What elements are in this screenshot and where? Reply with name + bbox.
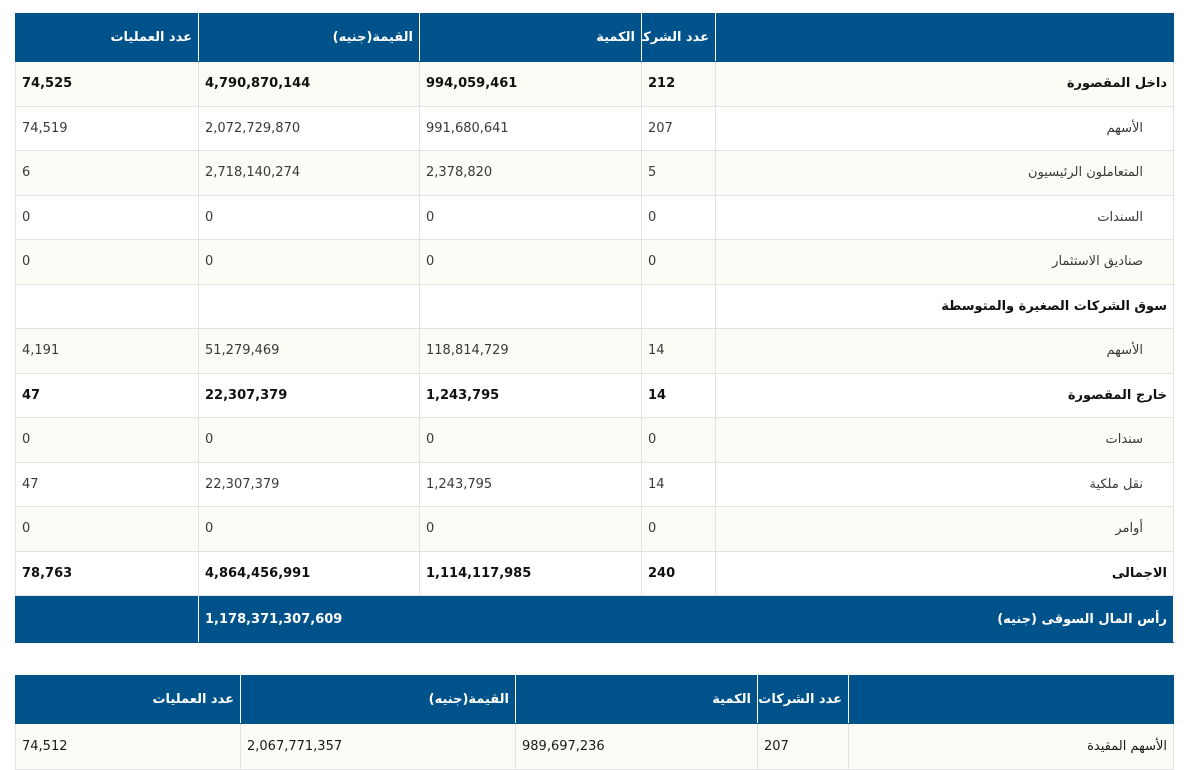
row-value: 2,072,729,870	[198, 105, 420, 151]
table-row: داخل المقصورة 212 994,059,461 4,790,870,…	[15, 61, 1174, 107]
header-quantity: الكمية	[419, 13, 642, 62]
market-cap-label: رأس المال السوقى (جنيه)	[419, 595, 1174, 643]
row-quantity: 994,059,461	[419, 61, 642, 107]
row-label: سوق الشركات الصغيرة والمتوسطة	[715, 283, 1174, 329]
row-value: 0	[198, 239, 420, 285]
row-value: 22,307,379	[198, 372, 420, 418]
row-label: الأسهم المقيدة	[848, 723, 1174, 770]
market-cap-value: 1,178,371,307,609	[198, 595, 420, 643]
table-row: أوامر 0 0 0 0	[15, 506, 1174, 552]
row-label: سندات	[715, 417, 1174, 463]
row-trades: 6	[15, 150, 199, 196]
row-companies: 240	[641, 550, 716, 596]
row-quantity: 1,114,117,985	[419, 550, 642, 596]
market-cap-empty	[15, 595, 199, 643]
row-trades: 74,525	[15, 61, 199, 107]
table-header-row: عدد الشركات الكمية القيمة(جنيه) عدد العم…	[15, 675, 1174, 724]
row-quantity: 1,243,795	[419, 372, 642, 418]
row-value	[198, 283, 420, 329]
row-companies: 207	[757, 723, 849, 770]
row-companies: 0	[641, 506, 716, 552]
row-trades: 78,763	[15, 550, 199, 596]
row-value: 22,307,379	[198, 461, 420, 507]
row-trades: 74,512	[15, 723, 241, 770]
row-trades: 0	[15, 239, 199, 285]
row-trades: 47	[15, 372, 199, 418]
table-row: نقل ملكية 14 1,243,795 22,307,379 47	[15, 461, 1174, 507]
table-row-total: الاجمالى 240 1,114,117,985 4,864,456,991…	[15, 550, 1174, 596]
row-quantity: 0	[419, 239, 642, 285]
table-row: صناديق الاستثمار 0 0 0 0	[15, 239, 1174, 285]
row-label: الاجمالى	[715, 550, 1174, 596]
row-companies: 14	[641, 328, 716, 374]
row-quantity: 1,243,795	[419, 461, 642, 507]
row-label: أوامر	[715, 506, 1174, 552]
header-value: القيمة(جنيه)	[198, 13, 420, 62]
header-quantity: الكمية	[515, 675, 758, 724]
row-trades: 4,191	[15, 328, 199, 374]
row-label: صناديق الاستثمار	[715, 239, 1174, 285]
table-row: الأسهم 14 118,814,729 51,279,469 4,191	[15, 328, 1174, 374]
row-quantity: 989,697,236	[515, 723, 758, 770]
row-companies: 14	[641, 372, 716, 418]
table-row: الأسهم المقيدة 207 989,697,236 2,067,771…	[15, 723, 1174, 770]
row-label: نقل ملكية	[715, 461, 1174, 507]
row-value: 0	[198, 506, 420, 552]
row-companies	[641, 283, 716, 329]
row-quantity: 0	[419, 194, 642, 240]
table-row: السندات 0 0 0 0	[15, 194, 1174, 240]
row-value: 0	[198, 417, 420, 463]
row-trades: 74,519	[15, 105, 199, 151]
row-trades	[15, 283, 199, 329]
header-value: القيمة(جنيه)	[240, 675, 516, 724]
header-label	[848, 675, 1174, 724]
row-label: السندات	[715, 194, 1174, 240]
row-value: 2,718,140,274	[198, 150, 420, 196]
row-value: 4,864,456,991	[198, 550, 420, 596]
row-value: 0	[198, 194, 420, 240]
row-companies: 14	[641, 461, 716, 507]
row-label: المتعاملون الرئيسيون	[715, 150, 1174, 196]
table-row: المتعاملون الرئيسيون 5 2,378,820 2,718,1…	[15, 150, 1174, 196]
market-cap-row: رأس المال السوقى (جنيه) 1,178,371,307,60…	[15, 595, 1174, 643]
row-quantity: 0	[419, 506, 642, 552]
row-quantity: 2,378,820	[419, 150, 642, 196]
row-companies: 207	[641, 105, 716, 151]
row-quantity: 991,680,641	[419, 105, 642, 151]
row-quantity: 118,814,729	[419, 328, 642, 374]
row-companies: 0	[641, 417, 716, 463]
table-row: الأسهم 207 991,680,641 2,072,729,870 74,…	[15, 105, 1174, 151]
row-quantity: 0	[419, 417, 642, 463]
row-companies: 0	[641, 194, 716, 240]
header-trades: عدد العمليات	[15, 675, 241, 724]
table-row: خارج المقصورة 14 1,243,795 22,307,379 47	[15, 372, 1174, 418]
row-trades: 0	[15, 417, 199, 463]
row-value: 4,790,870,144	[198, 61, 420, 107]
row-value: 2,067,771,357	[240, 723, 516, 770]
listed-shares-table: عدد الشركات الكمية القيمة(جنيه) عدد العم…	[15, 675, 1174, 770]
row-trades: 47	[15, 461, 199, 507]
row-companies: 0	[641, 239, 716, 285]
row-companies: 212	[641, 61, 716, 107]
row-label: داخل المقصورة	[715, 61, 1174, 107]
header-trades: عدد العمليات	[15, 13, 199, 62]
row-trades: 0	[15, 194, 199, 240]
row-label: الأسهم	[715, 105, 1174, 151]
row-trades: 0	[15, 506, 199, 552]
row-quantity	[419, 283, 642, 329]
header-label	[715, 13, 1174, 62]
header-companies: عدد الشركات	[641, 13, 716, 62]
row-label: الأسهم	[715, 328, 1174, 374]
row-value: 51,279,469	[198, 328, 420, 374]
table-header-row: عدد الشركات الكمية القيمة(جنيه) عدد العم…	[15, 13, 1174, 62]
row-label: خارج المقصورة	[715, 372, 1174, 418]
row-companies: 5	[641, 150, 716, 196]
table-row: سندات 0 0 0 0	[15, 417, 1174, 463]
table-row: سوق الشركات الصغيرة والمتوسطة	[15, 283, 1174, 329]
trading-summary-table: عدد الشركات الكمية القيمة(جنيه) عدد العم…	[15, 13, 1174, 643]
header-companies: عدد الشركات	[757, 675, 849, 724]
